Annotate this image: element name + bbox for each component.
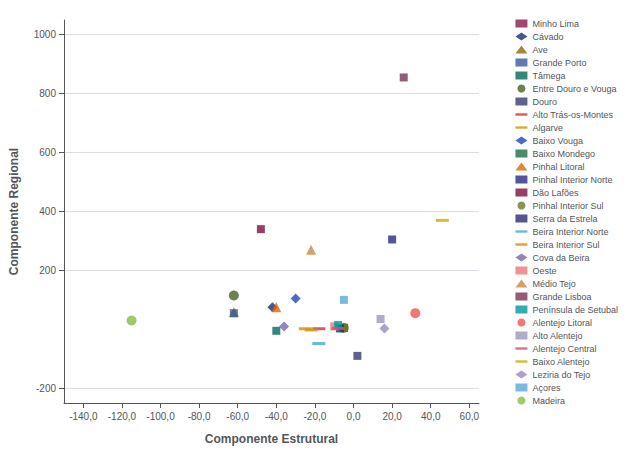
svg-text:Minho Lima: Minho Lima [532,19,579,29]
svg-text:Península de Setubal: Península de Setubal [532,305,618,315]
svg-text:-100,0: -100,0 [146,411,175,422]
svg-text:Dão Lafões: Dão Lafões [532,188,579,198]
svg-text:1000: 1000 [34,29,57,40]
svg-text:400: 400 [39,206,56,217]
svg-text:40,0: 40,0 [421,411,441,422]
svg-text:Alentejo Litoral: Alentejo Litoral [532,318,592,328]
svg-text:-140,0: -140,0 [69,411,98,422]
svg-text:Beira Interior Norte: Beira Interior Norte [532,227,608,237]
svg-text:-20,0: -20,0 [304,411,327,422]
svg-text:Algarve: Algarve [532,123,563,133]
svg-text:800: 800 [39,88,56,99]
svg-text:20,0: 20,0 [382,411,402,422]
svg-text:-40,0: -40,0 [265,411,288,422]
svg-text:Entre Douro e Vouga: Entre Douro e Vouga [532,84,616,94]
svg-text:-200: -200 [36,383,56,394]
svg-text:Tâmega: Tâmega [532,71,565,81]
svg-text:600: 600 [39,147,56,158]
svg-text:Serra da Estrela: Serra da Estrela [532,214,597,224]
svg-text:-60,0: -60,0 [226,411,249,422]
svg-text:Pinhal Litoral: Pinhal Litoral [532,162,584,172]
svg-text:Alto Alentejo: Alto Alentejo [532,331,582,341]
svg-text:Douro: Douro [532,97,557,107]
svg-text:-120,0: -120,0 [108,411,137,422]
svg-text:Médio Tejo: Médio Tejo [532,279,575,289]
svg-text:Alto Trás-os-Montes: Alto Trás-os-Montes [532,110,613,120]
svg-text:Baixo Mondego: Baixo Mondego [532,149,595,159]
svg-text:Componente Regional: Componente Regional [7,148,21,275]
svg-text:Componente Estrutural: Componente Estrutural [205,432,338,446]
svg-text:Oeste: Oeste [532,266,556,276]
svg-text:60,0: 60,0 [460,411,480,422]
svg-text:Cova da Beira: Cova da Beira [532,253,589,263]
svg-text:200: 200 [39,265,56,276]
svg-text:Grande Lisboa: Grande Lisboa [532,292,591,302]
svg-text:Pinhal Interior Sul: Pinhal Interior Sul [532,201,603,211]
svg-text:Baixo Alentejo: Baixo Alentejo [532,357,589,367]
svg-text:Alentejo Central: Alentejo Central [532,344,596,354]
svg-text:Grande Porto: Grande Porto [532,58,586,68]
svg-text:Baixo Vouga: Baixo Vouga [532,136,583,146]
svg-text:Madeira: Madeira [532,396,565,406]
svg-text:Pinhal Interior Norte: Pinhal Interior Norte [532,175,612,185]
svg-text:Cávado: Cávado [532,32,563,42]
svg-text:0,0: 0,0 [347,411,361,422]
svg-text:Leziria do Tejo: Leziria do Tejo [532,370,590,380]
svg-text:Ave: Ave [532,45,547,55]
svg-text:Açores: Açores [532,383,561,393]
svg-text:Beira Interior Sul: Beira Interior Sul [532,240,599,250]
svg-text:-80,0: -80,0 [188,411,211,422]
